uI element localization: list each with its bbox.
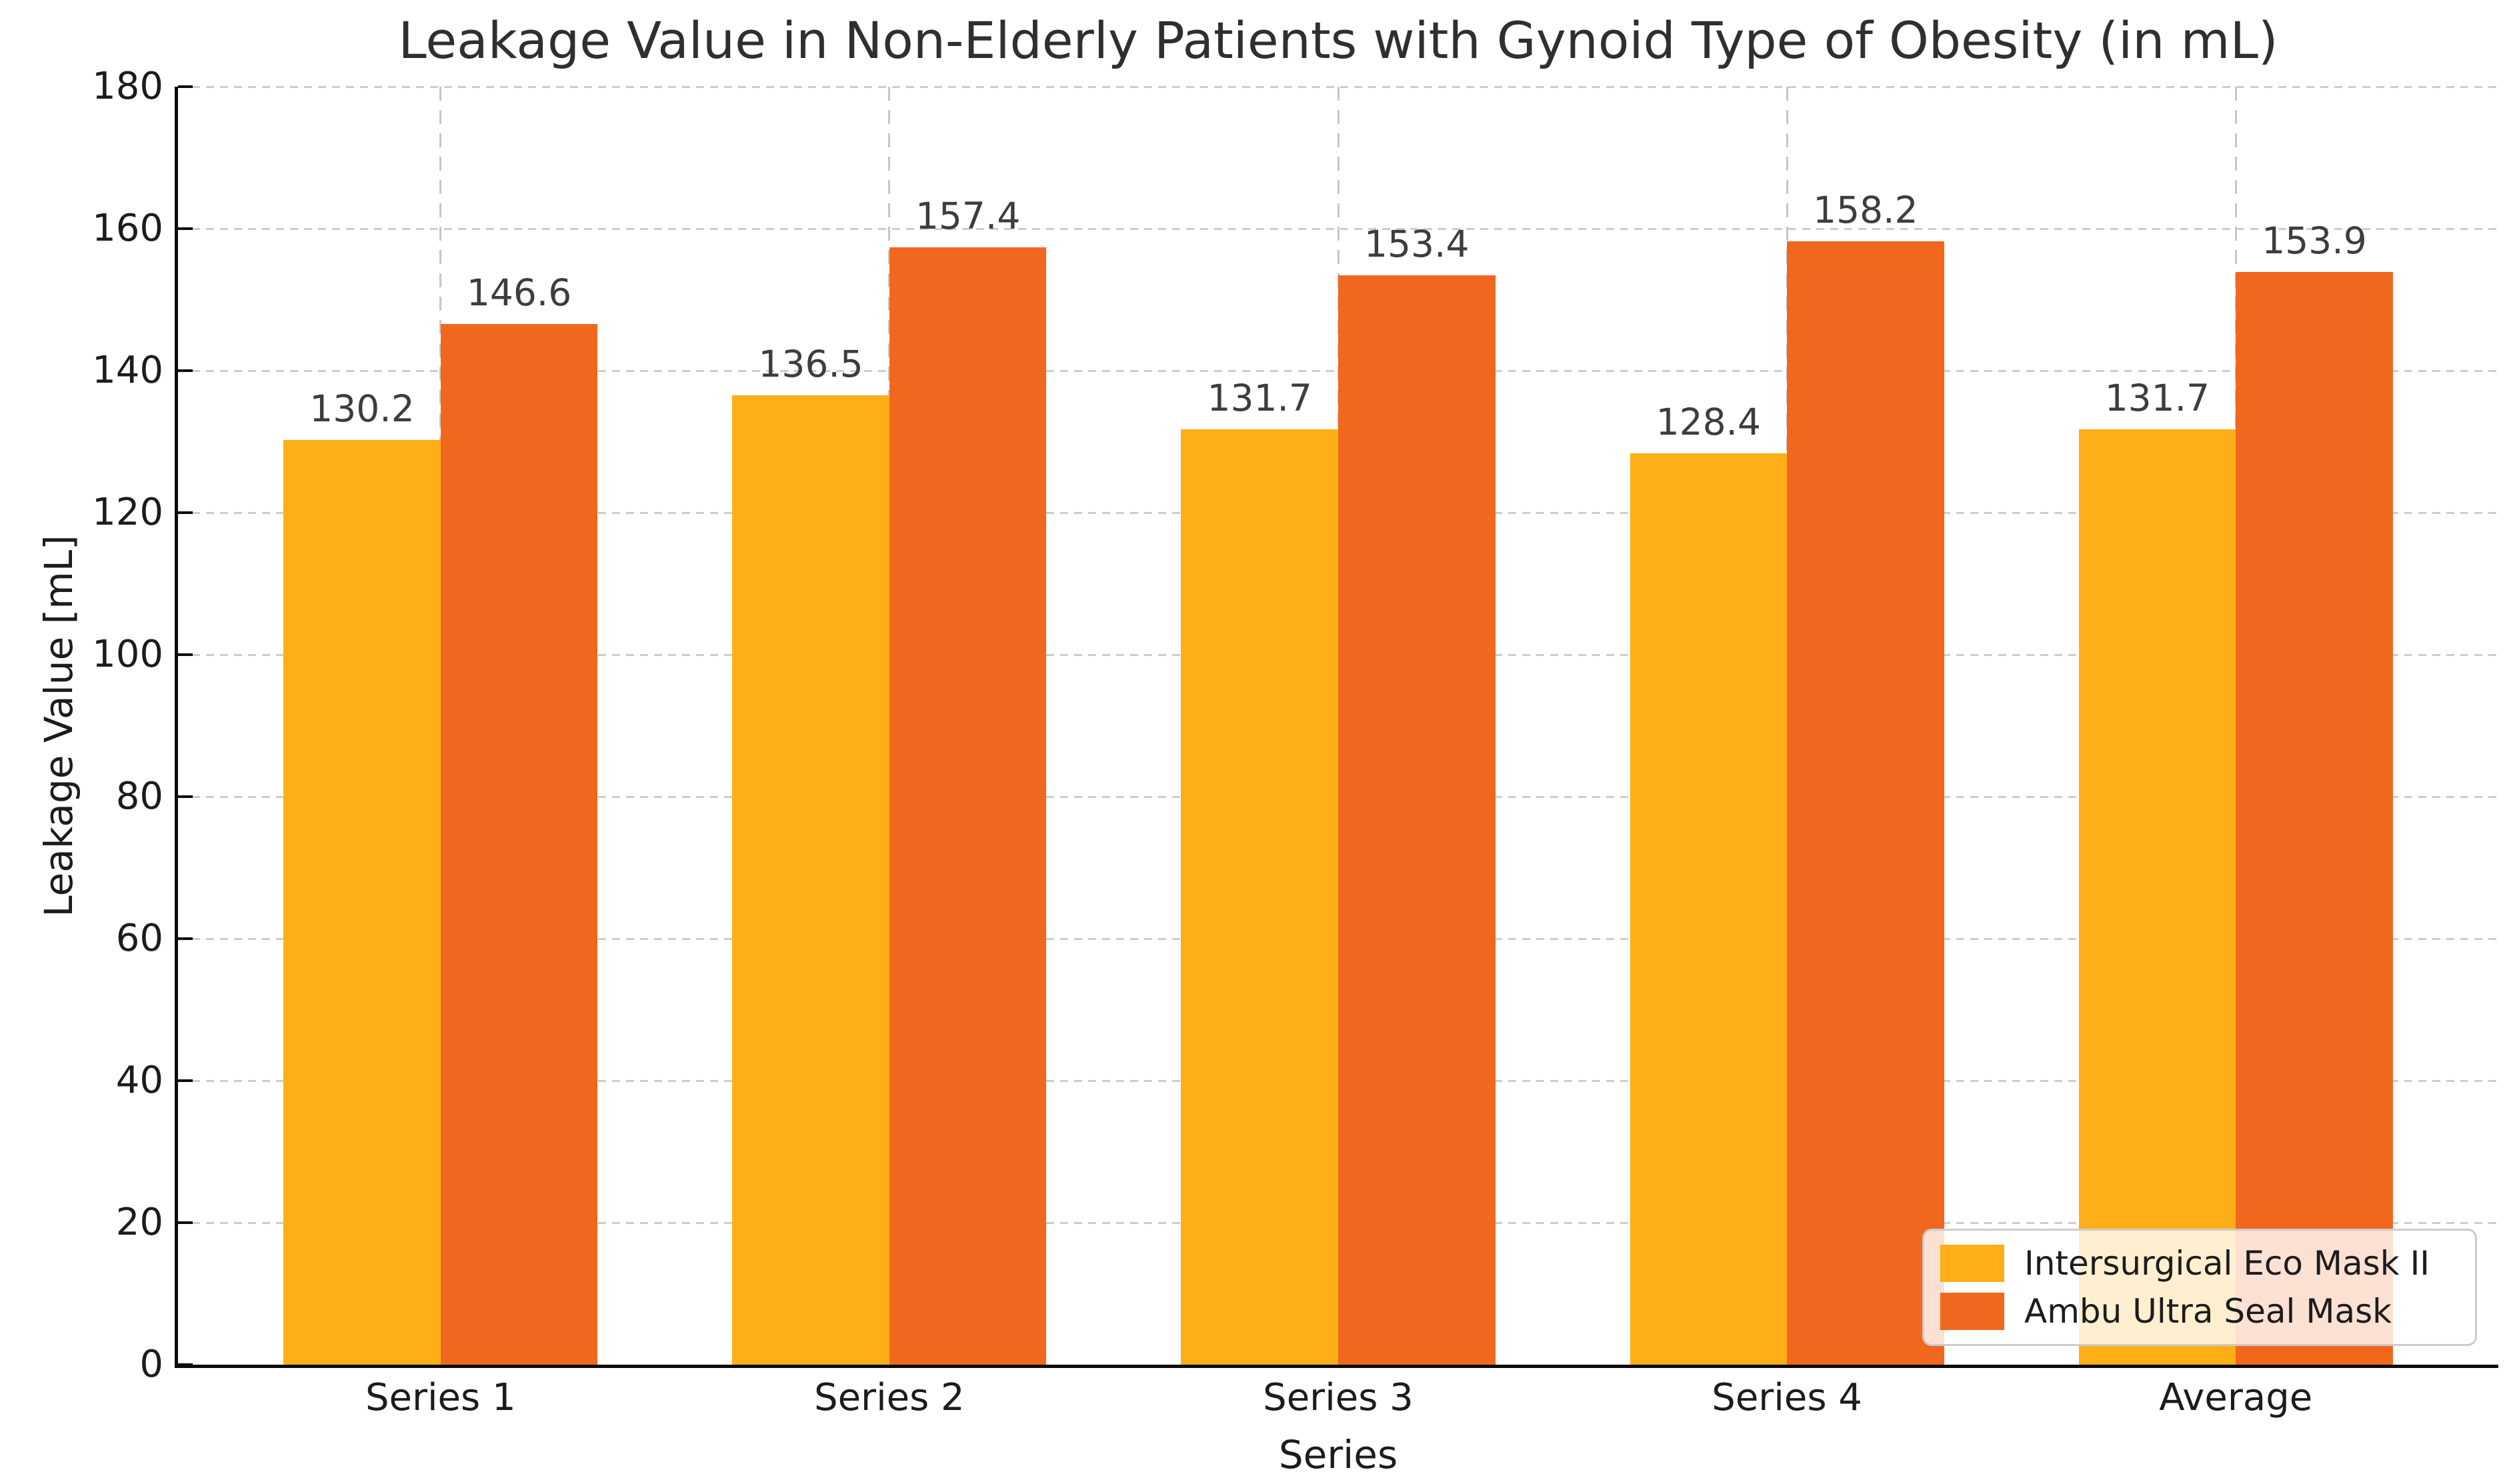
y-tick-label: 0: [139, 1343, 163, 1386]
legend: Intersurgical Eco Mask II Ambu Ultra Seal…: [1922, 1229, 2477, 1346]
chart-title: Leakage Value in Non-Elderly Patients wi…: [398, 11, 2278, 70]
bar-series2: [2236, 271, 2393, 1365]
bar-series2: [440, 323, 598, 1365]
y-tick: [178, 1079, 193, 1082]
y-tick-label: 160: [92, 207, 163, 250]
bar-series1: [283, 440, 441, 1365]
bar-series1: [732, 395, 889, 1365]
x-tick-label: Series 1: [365, 1376, 516, 1419]
legend-label: Intersurgical Eco Mask II: [2024, 1244, 2430, 1283]
y-tick: [178, 937, 193, 940]
bar-value-label: 153.9: [2262, 219, 2367, 262]
y-tick-label: 80: [115, 775, 163, 818]
x-tick-label: Series 4: [1712, 1376, 1862, 1419]
y-tick: [178, 369, 193, 372]
bar-value-label: 157.4: [915, 194, 1021, 237]
bar-value-label: 153.4: [1364, 223, 1470, 266]
y-tick: [178, 85, 193, 88]
bar-value-label: 131.7: [2104, 377, 2210, 420]
y-axis-label: Leakage Value [mL]: [36, 535, 81, 917]
y-tick: [178, 795, 193, 798]
x-tick-label: Series 2: [814, 1376, 965, 1419]
bar-value-label: 146.6: [466, 271, 572, 314]
bar-series2: [889, 247, 1047, 1365]
bar-value-label: 158.2: [1813, 189, 1918, 232]
bar-value-label: 130.2: [309, 387, 415, 431]
legend-item: Ambu Ultra Seal Mask: [1940, 1292, 2459, 1331]
plot-area: [175, 85, 2498, 1368]
bar-series1: [1630, 453, 1788, 1365]
bar-series2: [1787, 241, 1944, 1365]
legend-swatch: [1940, 1293, 2004, 1330]
y-tick: [178, 1363, 193, 1366]
legend-item: Intersurgical Eco Mask II: [1940, 1244, 2459, 1283]
x-tick-label: Average: [2159, 1376, 2313, 1419]
y-tick-label: 100: [92, 633, 163, 676]
y-tick-label: 140: [92, 349, 163, 392]
y-tick: [178, 511, 193, 514]
x-tick-label: Series 3: [1263, 1376, 1414, 1419]
bar-value-label: 136.5: [758, 343, 863, 386]
y-tick-label: 120: [92, 491, 163, 534]
y-axis-line: [175, 87, 178, 1368]
bar-series1: [1181, 429, 1338, 1365]
y-tick-label: 60: [115, 917, 163, 960]
y-tick-label: 20: [115, 1201, 163, 1244]
y-tick: [178, 227, 193, 230]
y-tick: [178, 1221, 193, 1224]
bar-value-label: 131.7: [1207, 377, 1312, 420]
bar-series1: [2078, 429, 2236, 1365]
bar-value-label: 128.4: [1656, 400, 1762, 443]
y-tick: [178, 653, 193, 656]
y-tick-label: 40: [115, 1059, 163, 1102]
x-axis-label: Series: [1278, 1432, 1398, 1477]
x-axis-line: [175, 1365, 2498, 1368]
bar-series2: [1338, 275, 1496, 1365]
y-tick-label: 180: [92, 65, 163, 108]
legend-label: Ambu Ultra Seal Mask: [2024, 1292, 2392, 1331]
legend-swatch: [1940, 1245, 2004, 1282]
